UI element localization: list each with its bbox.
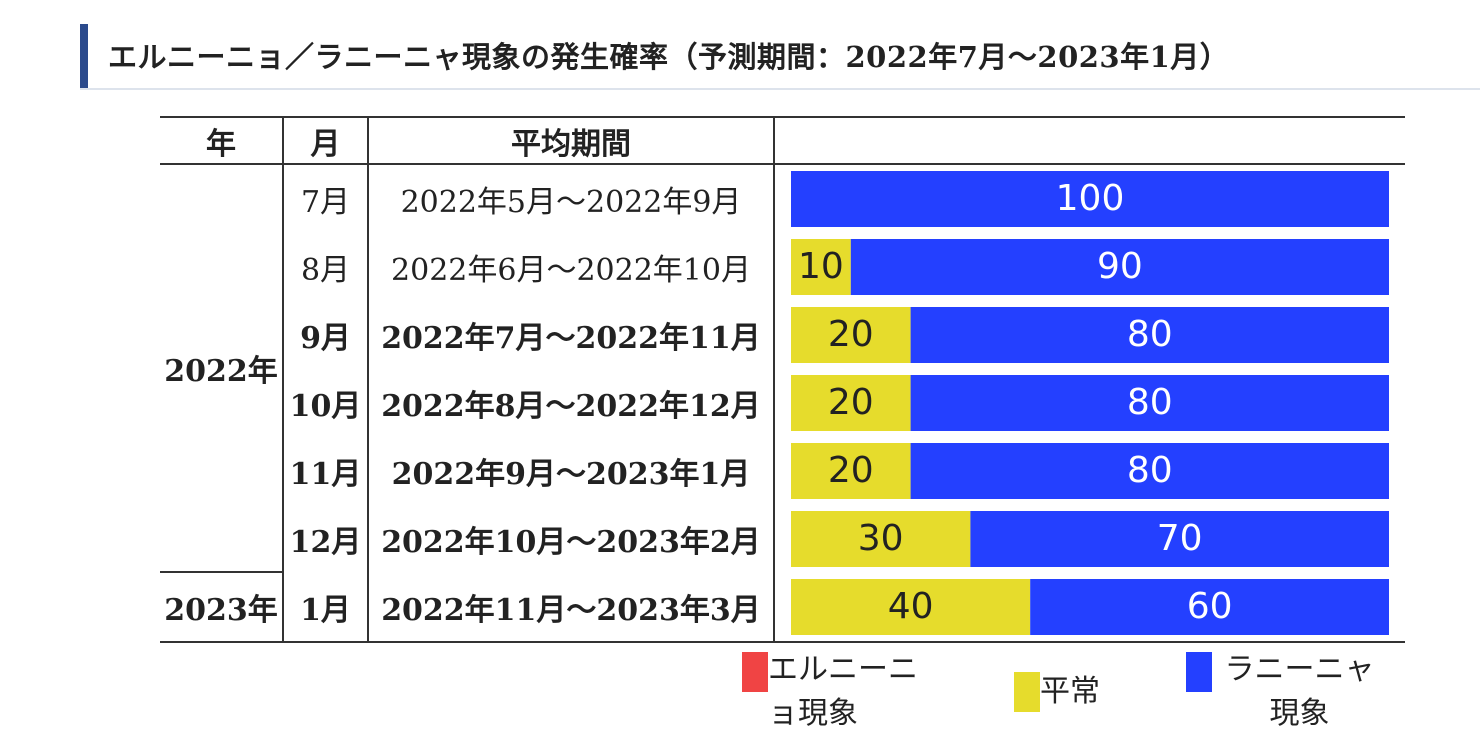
period-cell: 2022年5月〜2022年9月	[400, 185, 742, 220]
period-cell: 2022年10月〜2023年2月	[381, 525, 761, 560]
legend-swatch	[1014, 672, 1040, 712]
year-month-divider	[282, 116, 284, 643]
legend-swatch	[742, 652, 768, 692]
bar-value-label: 80	[1127, 450, 1173, 491]
month-cell: 1月	[300, 593, 351, 628]
table-bottom-rule	[160, 641, 1405, 643]
bar-segment	[791, 579, 1031, 635]
header-month: 月	[310, 126, 341, 162]
month-cell: 8月	[300, 253, 351, 288]
year-cell-2022: 2022年	[164, 354, 278, 389]
bar-segment	[970, 511, 1389, 567]
table-top-rule	[160, 116, 1405, 118]
month-period-divider	[367, 116, 369, 643]
legend-label: 平常	[1040, 674, 1100, 709]
bar-segment	[910, 307, 1389, 363]
month-cell: 11月	[289, 457, 362, 492]
legend-label: エルニーニ ョ現象	[768, 652, 918, 731]
month-cell: 7月	[300, 185, 351, 220]
period-chart-divider	[773, 116, 775, 643]
header-year: 年	[206, 126, 236, 162]
period-cell: 2022年11月〜2023年3月	[381, 593, 761, 628]
bar-value-label: 40	[888, 586, 934, 627]
bar-value-label: 30	[858, 518, 904, 559]
bar-segment	[910, 443, 1389, 499]
page-heading: エルニーニョ／ラニーニャ現象の発生確率（予測期間：2022年7月〜2023年1月…	[80, 22, 1480, 90]
period-cell: 2022年6月〜2022年10月	[391, 253, 751, 288]
bar-value-label: 70	[1157, 518, 1203, 559]
bar-value-label: 80	[1127, 314, 1173, 355]
header-bottom-rule	[160, 163, 1405, 165]
bar-segment	[850, 239, 1389, 295]
bar-value-label: 60	[1187, 586, 1233, 627]
bar-segment	[791, 511, 971, 567]
year-divider-rule	[160, 571, 282, 573]
bar-value-label: 10	[798, 246, 844, 287]
month-cell: 9月	[300, 321, 351, 356]
bar-value-label: 90	[1097, 246, 1143, 287]
bar-segment	[791, 307, 911, 363]
period-cell: 2022年8月〜2022年12月	[381, 389, 761, 424]
bar-segment	[791, 443, 911, 499]
period-cell: 2022年7月〜2022年11月	[381, 321, 761, 356]
period-cell: 2022年9月〜2023年1月	[391, 457, 751, 492]
bar-segment	[1030, 579, 1389, 635]
page-title: エルニーニョ／ラニーニャ現象の発生確率（予測期間：2022年7月〜2023年1月…	[108, 40, 1230, 74]
bar-value-label: 100	[1056, 178, 1125, 219]
bar-segment	[791, 239, 851, 295]
bar-value-label: 20	[828, 382, 874, 423]
legend-label: ラニーニャ 現象	[1224, 652, 1375, 731]
bar-segment	[910, 375, 1389, 431]
heading-accent-bar	[80, 24, 88, 88]
month-cell: 12月	[289, 525, 362, 560]
bar-segment	[791, 171, 1389, 227]
legend-swatch	[1186, 652, 1212, 692]
bar-value-label: 20	[828, 314, 874, 355]
bar-value-label: 20	[828, 450, 874, 491]
month-cell: 10月	[289, 389, 362, 424]
bar-value-label: 80	[1127, 382, 1173, 423]
header-period: 平均期間	[511, 126, 631, 162]
year-cell-2023: 2023年	[164, 593, 278, 628]
bar-segment	[791, 375, 911, 431]
